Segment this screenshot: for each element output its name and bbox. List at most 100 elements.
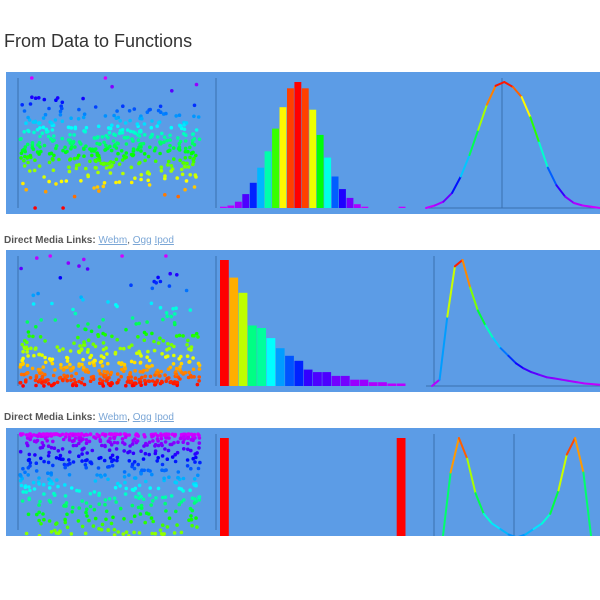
- density-curve-segment: [549, 489, 560, 515]
- scatter-point: [151, 439, 155, 443]
- scatter-point: [82, 147, 86, 151]
- scatter-point: [155, 135, 160, 139]
- scatter-point: [194, 455, 198, 460]
- webm-link[interactable]: Webm: [98, 235, 128, 246]
- scatter-point: [168, 271, 172, 276]
- scatter-point: [80, 499, 84, 503]
- scatter-point: [161, 317, 165, 322]
- scatter-point: [93, 105, 98, 109]
- ipod-link[interactable]: Ipod: [154, 235, 174, 246]
- scatter-point: [189, 345, 194, 349]
- scatter-point: [23, 470, 27, 475]
- scatter-point: [136, 505, 141, 510]
- scatter-point: [23, 149, 28, 154]
- scatter-point: [150, 331, 154, 336]
- scatter-point: [194, 516, 198, 520]
- scatter-point: [172, 344, 176, 349]
- scatter-point: [168, 143, 172, 148]
- scatter-point: [192, 185, 197, 189]
- histogram-bar: [249, 182, 257, 208]
- scatter-point: [65, 359, 70, 363]
- scatter-point: [175, 450, 180, 455]
- scatter-point: [158, 110, 163, 114]
- scatter-point: [30, 76, 34, 80]
- scatter-point: [189, 151, 194, 156]
- scatter-point: [138, 160, 142, 165]
- scatter-point: [25, 371, 30, 375]
- scatter-point: [142, 338, 147, 342]
- density-curve-segment: [425, 204, 436, 209]
- scatter-point: [38, 371, 42, 376]
- scatter-point: [190, 523, 194, 528]
- link-separator: ,: [127, 412, 130, 423]
- scatter-point: [194, 153, 198, 158]
- scatter-point: [28, 376, 33, 380]
- scatter-point: [168, 133, 172, 138]
- scatter-point: [52, 134, 56, 138]
- scatter-point: [103, 114, 108, 118]
- scatter-point: [107, 464, 111, 469]
- scatter-point: [76, 153, 81, 158]
- scatter-point: [37, 140, 42, 145]
- scatter-point: [192, 477, 197, 481]
- scatter-point: [89, 460, 93, 464]
- scatter-point: [124, 383, 128, 388]
- scatter-point: [181, 440, 185, 444]
- scatter-point: [109, 148, 114, 153]
- ogg-link[interactable]: Ogg: [132, 235, 152, 246]
- scatter-point: [148, 486, 152, 490]
- scatter-point: [47, 160, 52, 165]
- scatter-point: [114, 447, 119, 451]
- scatter-point: [156, 486, 161, 491]
- histogram-bar: [303, 369, 313, 386]
- scatter-point: [138, 512, 143, 516]
- scatter-point: [174, 334, 179, 338]
- scatter-point: [174, 480, 179, 485]
- scatter-point: [190, 508, 195, 513]
- scatter-point: [160, 380, 164, 385]
- scatter-point: [37, 152, 41, 156]
- scatter-point: [21, 490, 25, 494]
- density-curve-segment: [451, 175, 462, 194]
- scatter-point: [93, 147, 98, 151]
- scatter-point: [171, 146, 176, 150]
- ipod-link[interactable]: Ipod: [154, 412, 174, 423]
- ogg-link[interactable]: Ogg: [132, 412, 152, 423]
- scatter-point: [115, 109, 119, 113]
- scatter-point: [115, 304, 119, 309]
- scatter-point: [131, 451, 136, 456]
- scatter-point: [124, 530, 129, 534]
- scatter-point: [24, 531, 29, 536]
- scatter-point: [142, 444, 146, 448]
- histogram-bar: [234, 201, 242, 208]
- scatter-point: [42, 517, 46, 522]
- scatter-point: [126, 450, 130, 455]
- density-curve-segment: [572, 202, 584, 207]
- scatter-point: [39, 318, 43, 322]
- density-curve-segment: [557, 453, 568, 492]
- scatter-point: [47, 519, 52, 523]
- scatter-point: [61, 368, 66, 372]
- scatter-point: [152, 339, 156, 344]
- scatter-point: [60, 136, 64, 141]
- histogram-bar: [287, 88, 294, 208]
- scatter-point: [18, 137, 23, 142]
- scatter-point: [62, 373, 66, 378]
- scatter-point: [162, 532, 166, 536]
- scatter-point: [82, 257, 86, 262]
- scatter-point: [114, 500, 118, 504]
- scatter-point: [154, 281, 158, 285]
- scatter-point: [171, 362, 176, 366]
- scatter-point: [122, 517, 126, 521]
- scatter-point: [75, 488, 79, 493]
- scatter-point: [109, 432, 114, 436]
- scatter-point: [61, 206, 65, 210]
- scatter-point: [176, 440, 180, 444]
- scatter-point: [42, 175, 46, 179]
- scatter-point: [115, 455, 120, 460]
- scatter-point: [182, 127, 187, 132]
- scatter-point: [54, 432, 58, 436]
- scatter-point: [21, 349, 25, 354]
- webm-link[interactable]: Webm: [98, 412, 128, 423]
- scatter-point: [174, 372, 179, 377]
